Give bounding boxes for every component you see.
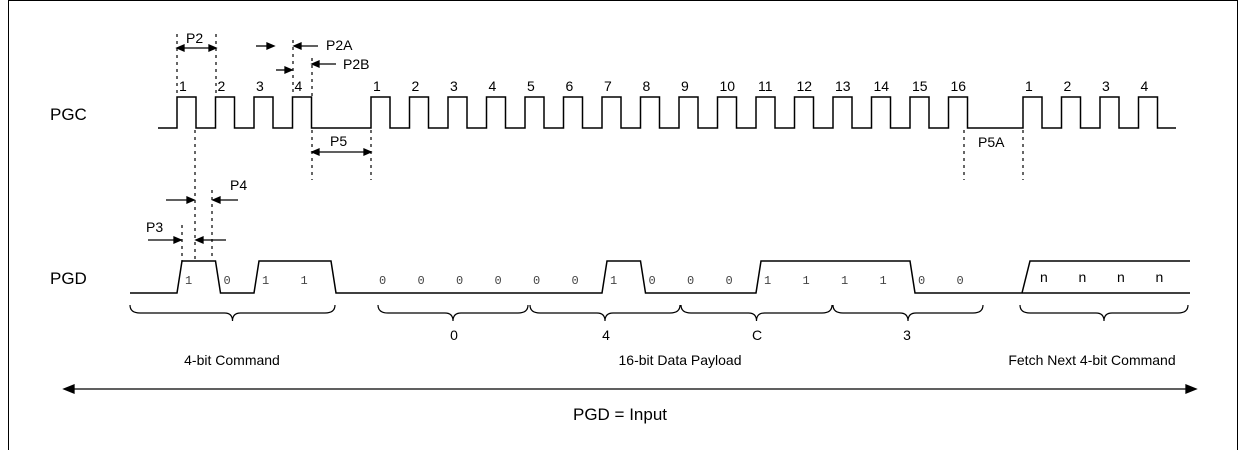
next-command-bit: n xyxy=(1079,269,1087,285)
clock-pulse-number: 7 xyxy=(604,78,612,94)
nibble-value-3: C xyxy=(752,327,762,343)
data-bit-value: 0 xyxy=(456,274,463,288)
p2-label: P2 xyxy=(186,30,203,46)
clock-pulse-number: 11 xyxy=(758,78,773,94)
p2b-label: P2B xyxy=(343,56,369,72)
p2b-arrowhead-left xyxy=(284,66,294,74)
data-bit-value: 0 xyxy=(649,274,656,288)
clock-pulse-number: 3 xyxy=(256,78,264,94)
data-bit-value: 0 xyxy=(224,274,231,288)
p4-arrowhead-left xyxy=(186,196,196,204)
p5-label: P5 xyxy=(330,133,347,149)
p5-arrowhead-right xyxy=(363,148,373,156)
data-bit-value: 0 xyxy=(687,274,694,288)
data-bit-value: 1 xyxy=(880,274,887,288)
clock-pulse-number: 12 xyxy=(797,78,813,94)
p3-label: P3 xyxy=(146,219,163,235)
clock-pulse-number: 6 xyxy=(566,78,574,94)
nibble-value-2: 4 xyxy=(602,327,610,343)
payload-group-label: 16-bit Data Payload xyxy=(619,352,742,368)
p2-arrowhead-right xyxy=(208,44,218,52)
timing-reference-lines xyxy=(176,34,1024,262)
p4-arrowhead-right xyxy=(211,196,221,204)
p5a-label: P5A xyxy=(978,134,1005,150)
clock-pulse-number: 2 xyxy=(1064,78,1072,94)
nibble-brace-2 xyxy=(529,304,681,322)
pgc-signal-label: PGC xyxy=(50,105,87,124)
data-bit-value: 1 xyxy=(610,274,617,288)
clock-pulse-number: 3 xyxy=(1102,78,1110,94)
data-bit-value: 1 xyxy=(185,274,192,288)
nibble-brace-3 xyxy=(680,304,833,322)
clock-pulse-number: 3 xyxy=(450,78,458,94)
clock-pulse-number: 4 xyxy=(295,78,303,94)
clock-pulse-number: 8 xyxy=(643,78,651,94)
command-brace xyxy=(129,304,336,322)
input-arrowhead-left xyxy=(62,384,75,394)
nibble-value-4: 3 xyxy=(903,327,911,343)
p4-label: P4 xyxy=(230,177,247,193)
data-bit-value: 1 xyxy=(764,274,771,288)
clock-pulse-numbers: 1 2 3 4 1 2 3 4 5 6 7 8 9 10 11 12 13 14 15 16 1 2 3 4 xyxy=(179,78,1149,94)
data-bit-value: 0 xyxy=(572,274,579,288)
timing-arrows xyxy=(62,42,1198,394)
clock-pulse-number: 1 xyxy=(373,78,381,94)
clock-pulse-number: 9 xyxy=(681,78,689,94)
input-arrowhead-right xyxy=(1185,384,1198,394)
clock-pulse-number: 15 xyxy=(912,78,928,94)
data-bit-value: 1 xyxy=(262,274,269,288)
next-command-bit: n xyxy=(1117,269,1125,285)
nibble-value-1: 0 xyxy=(450,327,458,343)
data-bit-value: 0 xyxy=(918,274,925,288)
clock-pulse-number: 5 xyxy=(527,78,535,94)
pgc-clock-waveform xyxy=(158,96,1176,129)
pgd-direction-label: PGD = Input xyxy=(573,405,667,424)
p3-arrowhead-right xyxy=(194,236,204,244)
data-bit-value: 1 xyxy=(841,274,848,288)
clock-pulse-number: 10 xyxy=(720,78,736,94)
group-braces xyxy=(129,304,1189,322)
data-bit-value: 1 xyxy=(301,274,308,288)
next-command-group-label: Fetch Next 4-bit Command xyxy=(1008,352,1175,368)
next-command-bit: n xyxy=(1156,269,1164,285)
data-bit-value: 0 xyxy=(379,274,386,288)
data-bit-value: 1 xyxy=(803,274,810,288)
clock-pulse-number: 2 xyxy=(412,78,420,94)
command-group-label: 4-bit Command xyxy=(184,352,280,368)
p2b-arrowhead-right xyxy=(310,60,320,68)
clock-pulse-number: 2 xyxy=(218,78,226,94)
clock-pulse-number: 14 xyxy=(874,78,890,94)
clock-pulse-number: 4 xyxy=(1141,78,1149,94)
nibble-brace-1 xyxy=(377,304,529,322)
data-bit-value: 0 xyxy=(418,274,425,288)
clock-pulse-number: 1 xyxy=(179,78,187,94)
clock-pulse-number: 1 xyxy=(1025,78,1033,94)
p5-arrowhead-left xyxy=(310,148,320,156)
data-bit-value: 0 xyxy=(533,274,540,288)
clock-pulse-number: 4 xyxy=(489,78,497,94)
data-bit-value: 0 xyxy=(726,274,733,288)
data-bit-value: 0 xyxy=(957,274,964,288)
p2a-arrowhead-left xyxy=(266,42,276,50)
next-command-brace xyxy=(1019,304,1189,322)
next-command-bit: n xyxy=(1040,269,1048,285)
p2-arrowhead-left xyxy=(175,44,185,52)
p3-arrowhead-left xyxy=(173,236,183,244)
data-bit-values: 1 0 1 1 0 0 0 0 0 0 1 0 0 0 1 1 1 1 0 0 n n n n xyxy=(185,269,1163,288)
data-bit-value: 0 xyxy=(495,274,502,288)
nibble-brace-4 xyxy=(832,304,984,322)
clock-pulse-number: 16 xyxy=(951,78,967,94)
clock-pulse-number: 13 xyxy=(835,78,851,94)
p2a-arrowhead-right xyxy=(292,42,302,50)
p2a-label: P2A xyxy=(326,37,353,53)
pgd-signal-label: PGD xyxy=(50,269,87,288)
pgd-data-waveform xyxy=(130,260,1190,294)
